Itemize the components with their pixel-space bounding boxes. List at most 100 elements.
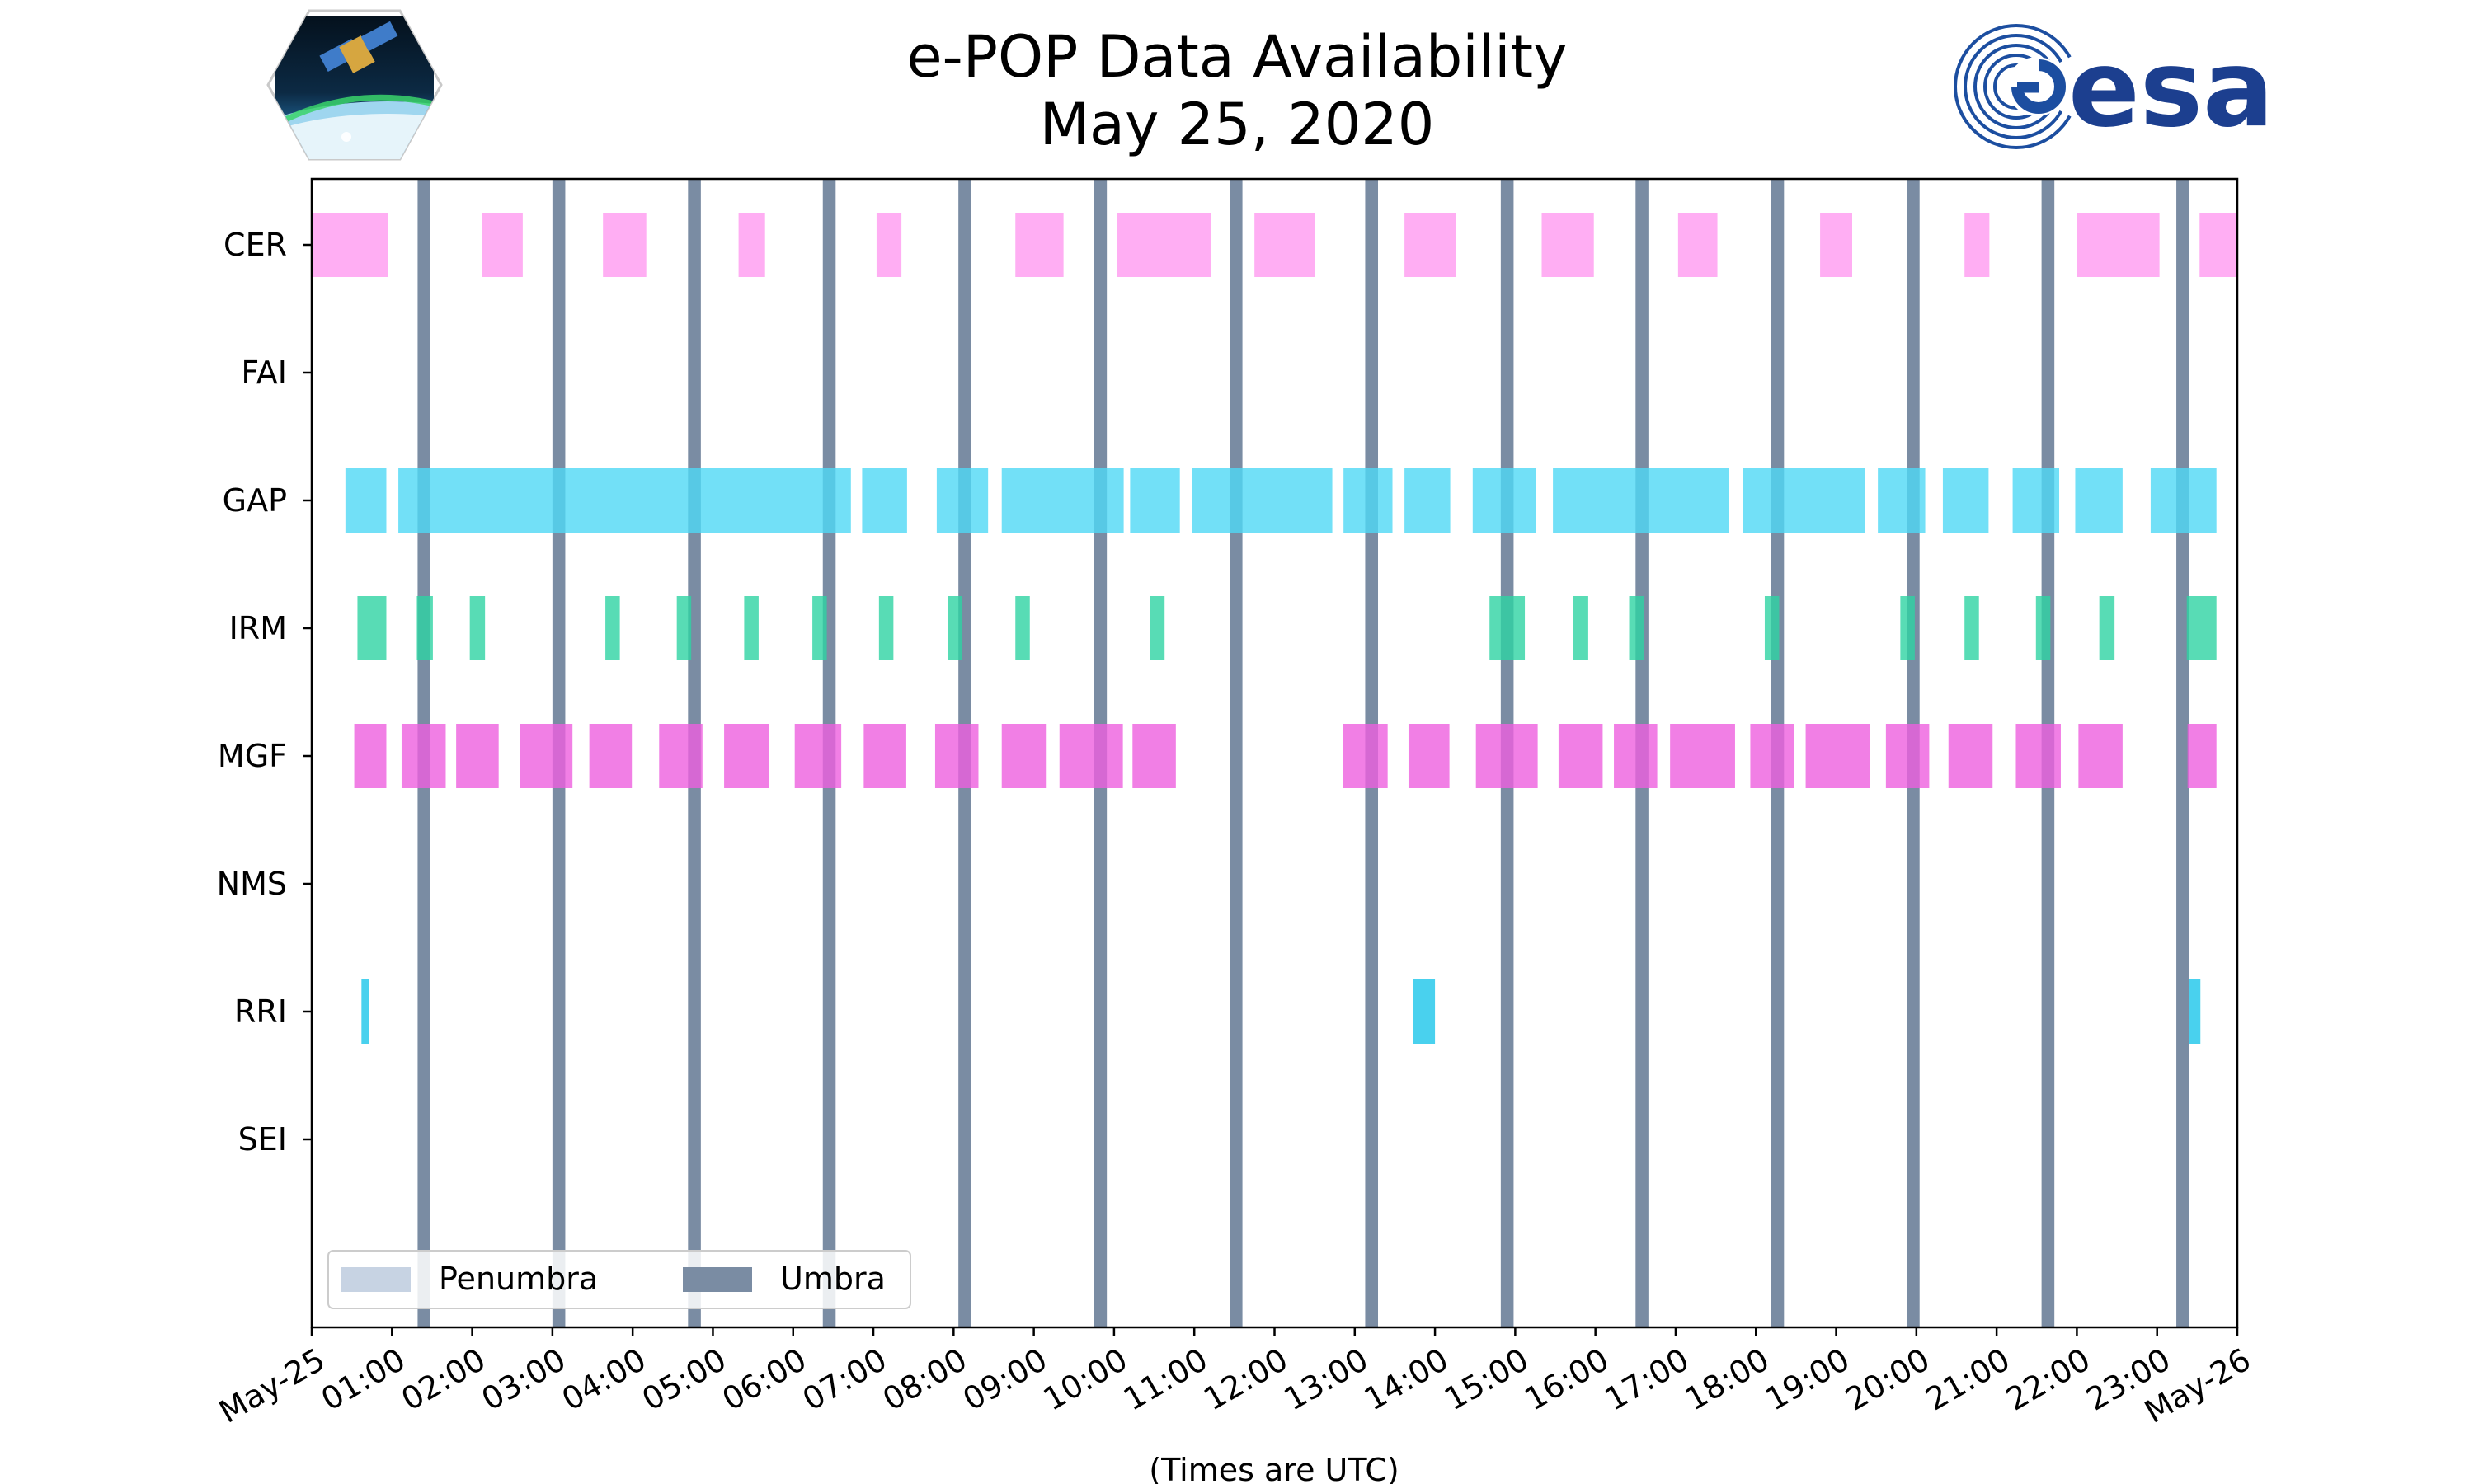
bar-mgf-14	[1408, 724, 1450, 788]
bar-gap-9	[1472, 468, 1536, 533]
x-tick-label-15: 15:00	[1438, 1341, 1535, 1418]
x-tick-label-2: 02:00	[395, 1341, 492, 1418]
bar-cer-6	[1117, 213, 1211, 277]
bar-irm-8	[948, 596, 963, 660]
bar-cer-0	[312, 213, 388, 277]
bar-cer-10	[1677, 213, 1718, 277]
bar-irm-14	[1764, 596, 1780, 660]
bar-gap-7	[1343, 468, 1393, 533]
x-tick-label-20: 20:00	[1839, 1341, 1935, 1418]
x-tick-label-17: 17:00	[1599, 1341, 1696, 1418]
bar-gap-15	[2075, 468, 2123, 533]
x-tick-label-1: 01:00	[315, 1341, 412, 1418]
x-tick-label-4: 04:00	[556, 1341, 652, 1418]
y-tick-label-fai: FAI	[241, 355, 287, 391]
x-tick-label-21: 21:00	[1920, 1341, 2016, 1418]
bar-gap-11	[1743, 468, 1865, 533]
bar-irm-1	[416, 596, 433, 660]
bar-irm-13	[1629, 596, 1644, 660]
bar-irm-16	[1964, 596, 1979, 660]
bar-cer-3	[738, 213, 765, 277]
bar-irm-6	[812, 596, 827, 660]
legend-label-penumbra: Penumbra	[439, 1261, 598, 1297]
y-tick-label-rri: RRI	[234, 993, 287, 1030]
bar-gap-1	[398, 468, 851, 533]
bar-gap-10	[1553, 468, 1729, 533]
bar-irm-4	[676, 596, 692, 660]
bar-irm-7	[878, 596, 894, 660]
bar-mgf-23	[2015, 724, 2061, 788]
x-tick-label-3: 03:00	[476, 1341, 572, 1418]
x-axis-label: (Times are UTC)	[1149, 1452, 1399, 1484]
bar-mgf-17	[1614, 724, 1658, 788]
bar-cer-11	[1820, 213, 1852, 277]
cassiope-logo	[266, 9, 443, 161]
bar-irm-9	[1015, 596, 1030, 660]
bar-cer-5	[1015, 213, 1064, 277]
bar-gap-13	[1942, 468, 1989, 533]
bar-irm-15	[1900, 596, 1915, 660]
y-tick-label-irm: IRM	[229, 610, 287, 646]
umbra-band-6	[1230, 179, 1243, 1327]
bar-irm-11	[1489, 596, 1526, 660]
bar-mgf-22	[1948, 724, 1993, 788]
bar-cer-1	[482, 213, 523, 277]
bar-gap-6	[1192, 468, 1333, 533]
x-tick-label-16: 16:00	[1518, 1341, 1615, 1418]
bar-mgf-18	[1670, 724, 1735, 788]
bar-irm-5	[744, 596, 759, 660]
bar-mgf-1	[401, 724, 446, 788]
bar-gap-2	[862, 468, 907, 533]
bar-rri-2	[2189, 979, 2201, 1044]
bar-mgf-6	[724, 724, 769, 788]
y-tick-label-gap: GAP	[223, 482, 287, 519]
bar-irm-10	[1150, 596, 1165, 660]
esa-logo: esa	[1950, 21, 2274, 153]
legend-box	[327, 1250, 911, 1309]
bar-mgf-2	[456, 724, 499, 788]
bar-mgf-12	[1132, 724, 1176, 788]
x-tick-label-10: 10:00	[1037, 1341, 1134, 1418]
bar-mgf-25	[2187, 724, 2217, 788]
x-tick-label-12: 12:00	[1197, 1341, 1294, 1418]
bar-mgf-8	[863, 724, 906, 788]
bar-mgf-4	[589, 724, 633, 788]
bar-mgf-15	[1475, 724, 1538, 788]
y-tick-label-nms: NMS	[217, 866, 287, 902]
bar-gap-5	[1130, 468, 1180, 533]
bar-gap-3	[936, 468, 989, 533]
x-tick-label-8: 08:00	[877, 1341, 973, 1418]
bar-gap-12	[1878, 468, 1926, 533]
bar-mgf-20	[1805, 724, 1870, 788]
bar-cer-14	[2199, 213, 2237, 277]
bar-rri-1	[1413, 979, 1436, 1044]
chart-subtitle: May 25, 2020	[1039, 91, 1435, 158]
bar-irm-18	[2099, 596, 2115, 660]
bar-mgf-3	[520, 724, 573, 788]
legend: Penumbra Umbra	[327, 1250, 911, 1309]
bar-cer-12	[1964, 213, 1990, 277]
bar-irm-19	[2186, 596, 2217, 660]
x-tick-label-9: 09:00	[957, 1341, 1053, 1418]
bar-irm-12	[1573, 596, 1588, 660]
x-tick-label-0: May-25	[213, 1341, 331, 1430]
x-tick-label-22: 22:00	[2000, 1341, 2096, 1418]
bar-mgf-13	[1343, 724, 1388, 788]
bar-cer-2	[603, 213, 647, 277]
bar-irm-3	[605, 596, 620, 660]
legend-label-umbra: Umbra	[780, 1261, 886, 1297]
bar-mgf-7	[794, 724, 842, 788]
y-tick-label-mgf: MGF	[218, 738, 287, 774]
bar-gap-8	[1404, 468, 1451, 533]
bar-mgf-10	[1001, 724, 1047, 788]
bar-cer-13	[2077, 213, 2160, 277]
x-tick-label-14: 14:00	[1358, 1341, 1455, 1418]
x-tick-label-7: 07:00	[797, 1341, 893, 1418]
bar-cer-4	[876, 213, 902, 277]
bar-cer-9	[1541, 213, 1594, 277]
bar-mgf-19	[1750, 724, 1794, 788]
x-tick-label-13: 13:00	[1277, 1341, 1374, 1418]
umbra-band-13	[2176, 179, 2189, 1327]
legend-swatch-penumbra	[341, 1267, 411, 1292]
